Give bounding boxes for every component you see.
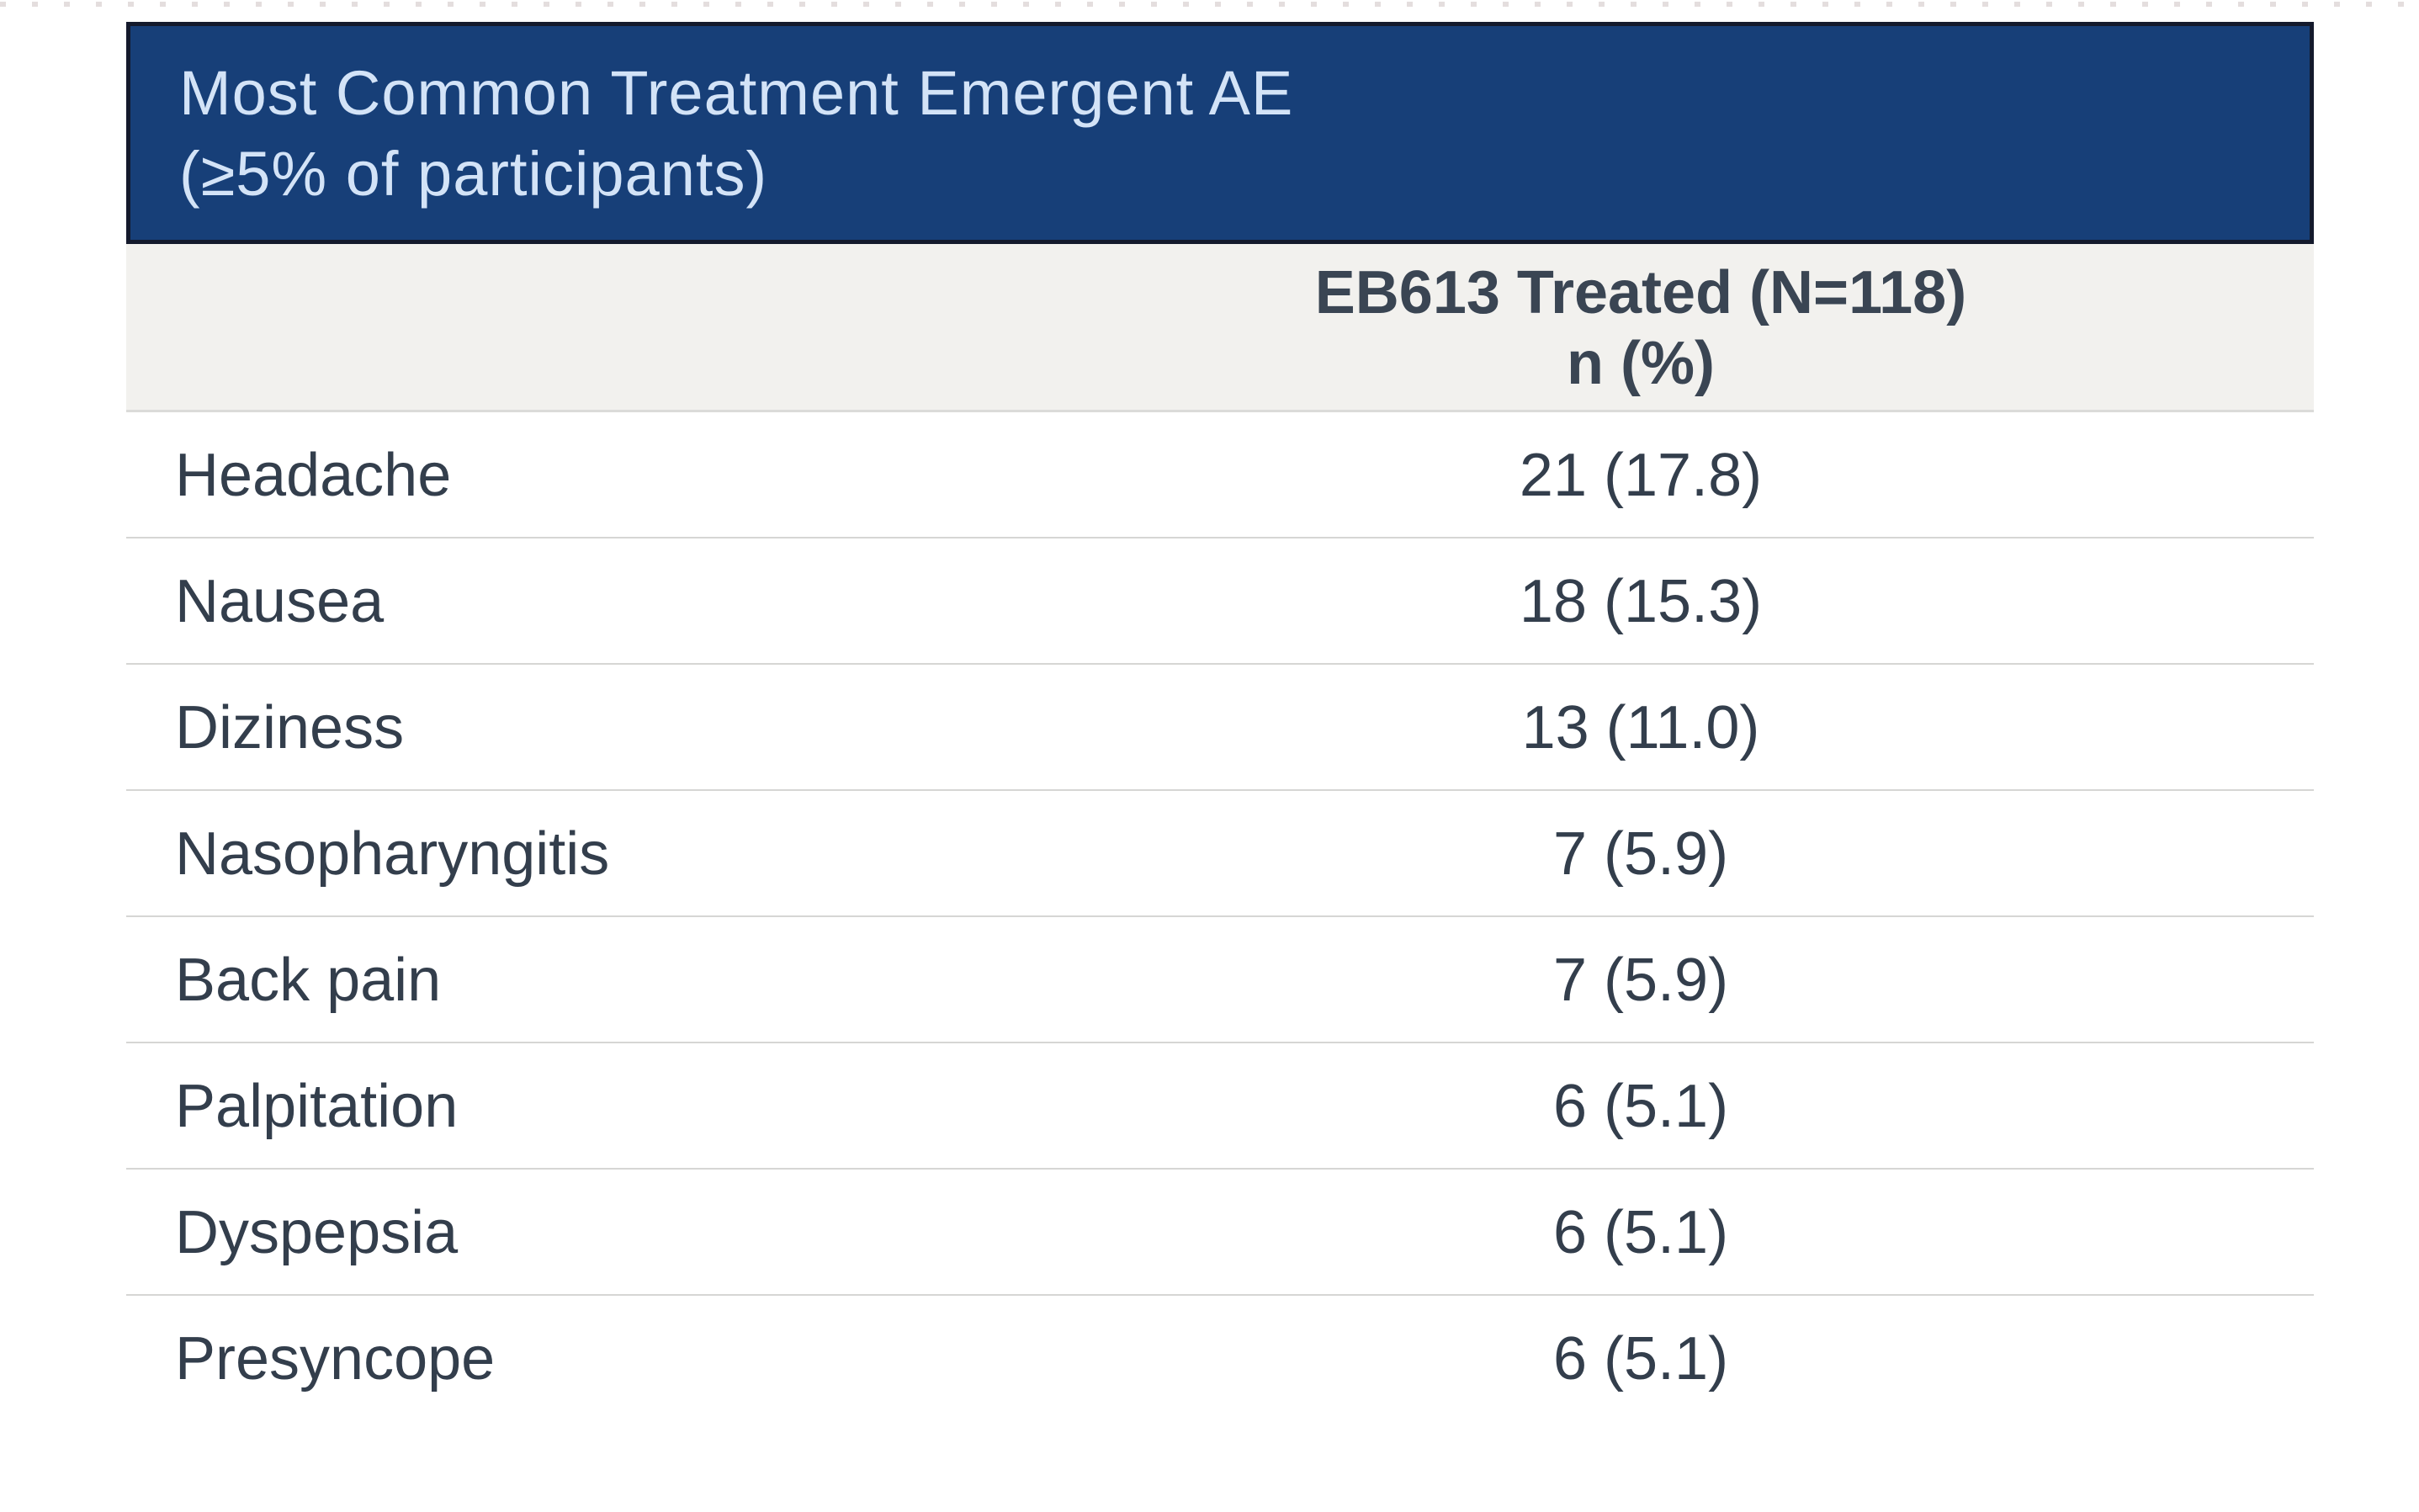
table-body: Headache 21 (17.8) Nausea 18 (15.3) Dizi… <box>126 412 2314 1422</box>
row-label: Nausea <box>175 568 385 635</box>
table-row: Nasopharyngitis 7 (5.9) <box>126 791 2314 917</box>
row-label-column-spacer <box>126 244 968 410</box>
row-value: 13 (11.0) <box>1521 694 1760 761</box>
row-label: Nasopharyngitis <box>175 820 610 888</box>
table-row: Nausea 18 (15.3) <box>126 538 2314 665</box>
table-row: Back pain 7 (5.9) <box>126 917 2314 1043</box>
table-row: Palpitation 6 (5.1) <box>126 1043 2314 1170</box>
table-row: Presyncope 6 (5.1) <box>126 1296 2314 1422</box>
row-label: Palpitation <box>175 1073 459 1140</box>
row-value: 18 (15.3) <box>1519 568 1763 635</box>
row-label: Diziness <box>175 694 405 761</box>
top-dotted-edge <box>0 2 2419 7</box>
table-title-bar: Most Common Treatment Emergent AE (≥5% o… <box>126 22 2314 244</box>
row-label: Back pain <box>175 947 442 1014</box>
table-row: Dyspepsia 6 (5.1) <box>126 1170 2314 1296</box>
row-value: 7 (5.9) <box>1552 820 1729 888</box>
value-column-header: EB613 Treated (N=118) n (%) <box>968 244 2314 399</box>
row-value: 6 (5.1) <box>1552 1073 1729 1140</box>
row-label: Dyspepsia <box>175 1199 459 1266</box>
value-column-header-line1: EB613 Treated (N=118) <box>1314 259 1967 326</box>
row-value: 6 (5.1) <box>1552 1199 1729 1266</box>
table-row: Headache 21 (17.8) <box>126 412 2314 538</box>
table-title-line2: (≥5% of participants) <box>179 139 768 209</box>
row-value: 7 (5.9) <box>1552 947 1729 1014</box>
table-row: Diziness 13 (11.0) <box>126 665 2314 791</box>
row-value: 6 (5.1) <box>1552 1325 1729 1393</box>
row-value: 21 (17.8) <box>1519 442 1763 509</box>
column-header-band: EB613 Treated (N=118) n (%) <box>126 244 2314 412</box>
table-title-line1: Most Common Treatment Emergent AE <box>179 58 1294 128</box>
value-column-header-line2: n (%) <box>1567 330 1715 397</box>
row-label: Headache <box>175 442 452 509</box>
adverse-events-table: Most Common Treatment Emergent AE (≥5% o… <box>126 22 2314 1422</box>
row-label: Presyncope <box>175 1325 496 1393</box>
